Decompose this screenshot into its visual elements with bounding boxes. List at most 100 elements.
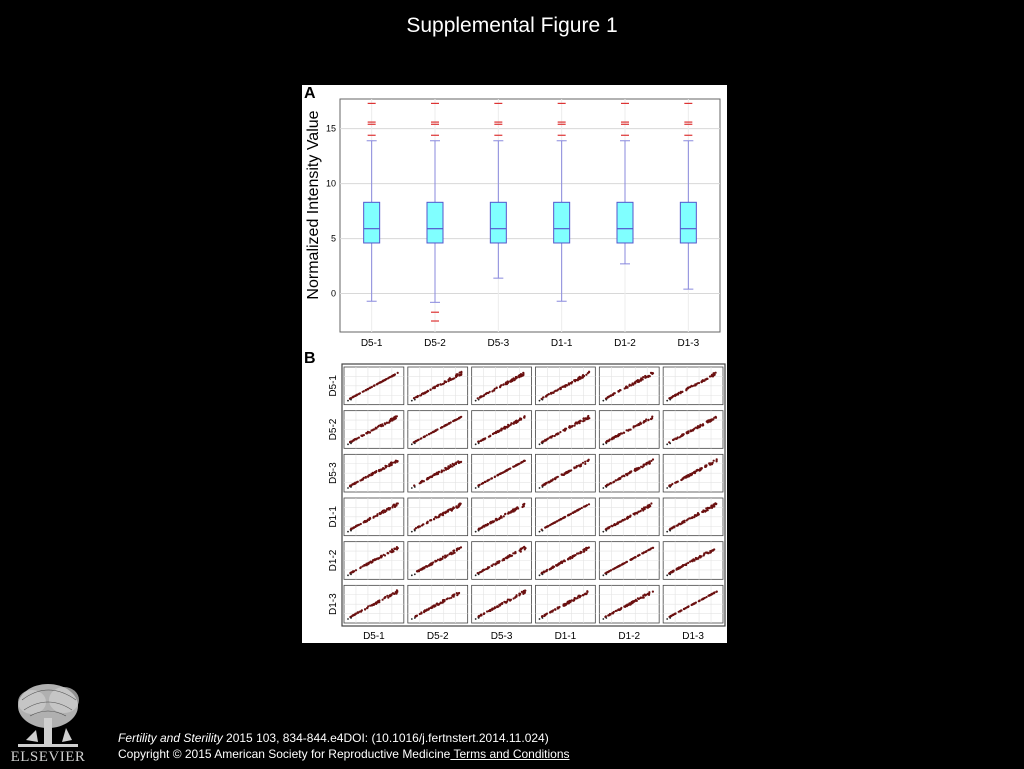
scatter-point [420, 437, 423, 440]
scatter-point [395, 459, 398, 462]
scatter-point [691, 603, 694, 606]
scatter-point [416, 570, 419, 573]
scatter-point [568, 513, 571, 516]
scatter-point [634, 469, 637, 472]
scatter-point [386, 594, 389, 597]
scatter-point [573, 597, 576, 600]
scatter-point [382, 511, 385, 514]
citation-line: Fertility and Sterility 2015 103, 834-84… [118, 730, 570, 746]
scatter-point [347, 574, 349, 577]
scatter-point [577, 508, 580, 511]
scatter-point [575, 379, 578, 382]
scatter-point [515, 508, 518, 511]
scatter-point [350, 527, 353, 530]
scatter-point [482, 481, 485, 485]
scatter-point [641, 596, 644, 599]
scatter-point [513, 508, 516, 511]
scatter-point [439, 601, 442, 604]
scatter-point [549, 480, 552, 483]
scatter-point [505, 601, 508, 604]
scatter-point [410, 574, 413, 577]
scatter-cell-d5-3-vs-d1-2 [598, 453, 660, 493]
scatter-matrix-row-labels: D5-1 D5-2 D5-3 D1-1 D1-2 D1-3 [328, 375, 339, 615]
scatter-point [634, 467, 637, 470]
scatter-point [519, 592, 522, 595]
scatter-point [366, 520, 369, 523]
scatter-point [458, 371, 461, 374]
scatter-point [639, 509, 642, 512]
scatter-point [551, 479, 554, 482]
scatter-point [618, 564, 621, 567]
scatter-point [669, 442, 672, 445]
scatter-point [448, 597, 451, 600]
scatter-point [394, 461, 397, 464]
scatter-point [428, 607, 431, 610]
scatter-point [444, 468, 448, 471]
scatter-point [712, 459, 715, 462]
scatter-point [458, 374, 461, 377]
scatter-point [375, 469, 378, 473]
scatter-point [384, 378, 387, 381]
x-category-label: D1-2 [614, 338, 636, 349]
scatter-point [567, 470, 570, 473]
scatter-point [714, 416, 718, 419]
scatter-point [350, 573, 352, 576]
box-d1-3 [679, 102, 697, 290]
scatter-point [634, 556, 637, 559]
scatter-point [370, 429, 373, 432]
scatter-point [635, 424, 638, 427]
scatter-point [442, 600, 445, 603]
scatter-point [538, 399, 541, 402]
scatter-point [666, 618, 669, 620]
scatter-point [347, 618, 349, 620]
boxplot-x-labels: D5-1 D5-2 D5-3 D1-1 D1-2 D1-3 [361, 338, 700, 349]
scatter-point [710, 505, 713, 508]
scatter-point [517, 374, 520, 377]
scatter-point [669, 398, 672, 401]
scatter-point [580, 506, 583, 510]
scatter-point [350, 529, 352, 532]
elsevier-tree-icon: ELSEVIER [11, 684, 85, 765]
scatter-point [395, 502, 398, 505]
scatter-point [389, 461, 393, 464]
scatter-point [571, 511, 575, 514]
scatter-point [650, 459, 653, 462]
scatter-point [648, 592, 651, 595]
scatter-point [350, 486, 352, 488]
scatter-point [705, 377, 709, 380]
scatter-point [452, 507, 455, 510]
scatter-point [387, 507, 390, 511]
y-tick-label: 0 [331, 289, 336, 299]
scatter-point [437, 515, 440, 518]
scatter-point [570, 425, 573, 428]
scatter-point [700, 380, 703, 384]
col-label: D1-2 [618, 631, 640, 642]
scatter-point [446, 423, 449, 426]
scatter-point [569, 556, 572, 559]
scatter-point [551, 610, 554, 613]
scatter-point [715, 459, 718, 462]
scatter-point [354, 481, 357, 485]
scatter-point [669, 486, 672, 488]
scatter-point [579, 377, 582, 380]
scatter-point [685, 432, 688, 435]
scatter-point [439, 383, 443, 386]
terms-and-conditions-link[interactable]: Terms and Conditions [450, 747, 570, 761]
scatter-point [549, 611, 552, 614]
scatter-point [477, 440, 480, 443]
scatter-point [698, 469, 701, 472]
scatter-point [538, 574, 541, 577]
scatter-point [561, 385, 564, 388]
scatter-point [492, 389, 495, 392]
scatter-point [460, 370, 463, 373]
scatter-point [619, 477, 622, 480]
scatter-point [457, 417, 461, 420]
scatter-point [476, 397, 479, 400]
scatter-point [691, 429, 694, 432]
scatter-point [671, 482, 674, 486]
scatter-point [391, 592, 395, 595]
scatter-point [417, 438, 420, 441]
scatter-point [605, 486, 608, 488]
scatter-point [489, 435, 492, 438]
scatter-point [426, 521, 429, 524]
